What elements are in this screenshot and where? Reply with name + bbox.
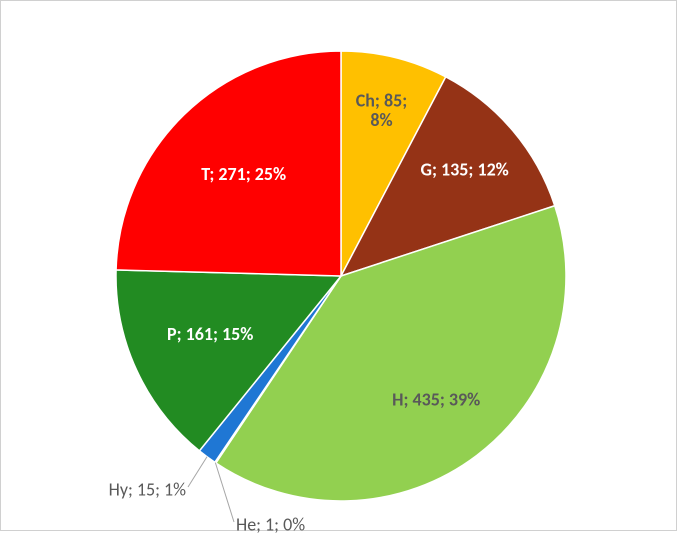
- leader-line-Hy: [188, 457, 207, 487]
- slice-label-G: G; 135; 12%: [421, 159, 509, 181]
- chart-frame: Ch; 85;8%G; 135; 12%H; 435; 39%He; 1; 0%…: [0, 0, 677, 531]
- slice-label-Hy: Hy; 15; 1%: [109, 478, 187, 500]
- pie-chart: Ch; 85;8%G; 135; 12%H; 435; 39%He; 1; 0%…: [11, 11, 677, 542]
- slice-label-H: H; 435; 39%: [392, 389, 480, 411]
- slice-label-P: P; 161; 15%: [167, 324, 253, 346]
- slice-label-He: He; 1; 0%: [236, 513, 305, 535]
- slice-label-T: T; 271; 25%: [201, 163, 286, 185]
